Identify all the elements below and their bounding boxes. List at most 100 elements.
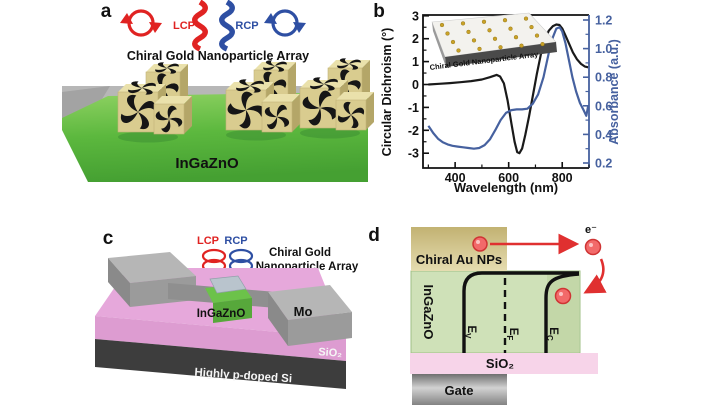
chiral-aunp-layer xyxy=(411,227,507,271)
left-tick-label: 2 xyxy=(412,32,419,46)
cube-top xyxy=(336,92,374,100)
electron-injection-arrow xyxy=(583,258,607,294)
gold-dot xyxy=(529,25,534,30)
lcp-label: LCP xyxy=(173,20,195,32)
electron-label: e⁻ xyxy=(585,224,597,236)
gold-dot xyxy=(492,36,498,41)
inset-gold-dots xyxy=(439,16,545,53)
ev-main: E xyxy=(465,325,477,333)
gold-dot xyxy=(508,26,513,31)
cube-top xyxy=(154,96,192,104)
electron-in-nps xyxy=(472,236,488,252)
sio2-label-d: SiO₂ xyxy=(486,356,514,371)
ingazno-channel-front xyxy=(213,298,252,323)
ef-label: EF xyxy=(505,328,519,341)
gold-dot xyxy=(540,41,545,47)
ec-sub: C xyxy=(545,335,554,341)
inset-slab-side xyxy=(432,22,446,67)
chiral-aunp-label: Chiral Au NPs xyxy=(416,252,502,267)
panel-c: c LCP RCP Chiral Gold Nanoparticle Array xyxy=(95,228,359,389)
panel-a-label: a xyxy=(101,1,112,22)
inset-slab-front xyxy=(445,42,557,67)
panel-b-label: b xyxy=(373,1,385,22)
electron-in-channel xyxy=(554,287,572,305)
gold-dot xyxy=(513,35,519,40)
right-axis-title: Absorbance (a.u.) xyxy=(607,39,621,145)
x-tick-label: 600 xyxy=(498,171,519,185)
cube-top xyxy=(262,94,300,102)
mo-left-top xyxy=(108,252,196,283)
cube-side xyxy=(366,92,374,130)
x-axis-title: Wavelength (nm) xyxy=(454,180,558,195)
gold-dot xyxy=(477,46,482,51)
mo-right-side xyxy=(268,292,288,346)
lcp-rotation-icon xyxy=(120,9,162,37)
panel-a-title: Chiral Gold Nanoparticle Array xyxy=(127,49,309,63)
rcp-label: RCP xyxy=(235,20,258,32)
cube-side xyxy=(288,62,296,104)
gate-bar xyxy=(412,374,507,405)
cd-chart: 400 600 800 3 2 1 0 -1 -2 -3 1.2 1.0 0.8 0.6 0.4 0.2 xyxy=(408,9,613,185)
right-tick-label: 0.4 xyxy=(595,128,612,142)
circular-dichroism-curve xyxy=(428,23,589,155)
left-tick-label: 0 xyxy=(412,78,419,92)
valence-band-line xyxy=(462,271,579,353)
right-tick-label: 1.2 xyxy=(595,14,612,28)
panel-d: d Chiral Au NPs InGaZnO EV EF EC SiO₂ Ga… xyxy=(368,224,607,405)
gold-dot xyxy=(502,18,508,23)
conduction-band-line xyxy=(544,272,580,353)
ingazno-channel-label: InGaZnO xyxy=(197,308,246,320)
mo-label: Mo xyxy=(294,304,313,319)
mo-right-top xyxy=(268,285,352,320)
rcp-rotation-icon xyxy=(264,9,306,37)
right-tick-label: 1.0 xyxy=(595,42,612,56)
absorbance-curve xyxy=(427,26,589,150)
annotation-line1: Chiral Gold xyxy=(269,247,331,259)
panel-b: b 400 600 8003210-1-2-31.21.00.80.60.40.2 … xyxy=(373,1,621,195)
ec-label: EC xyxy=(545,327,559,341)
ingazno-label: InGaZnO xyxy=(175,155,239,172)
left-tick-label: -2 xyxy=(408,124,419,138)
gold-dot xyxy=(445,31,450,36)
x-tick-label: 400 xyxy=(445,171,466,185)
right-tick-label: 0.6 xyxy=(595,99,612,113)
gold-dot xyxy=(498,45,503,50)
left-tick-label: 1 xyxy=(412,55,419,69)
mo-left-side xyxy=(108,258,130,307)
nanoparticle-cubes xyxy=(117,57,374,143)
rcp-wave-icon xyxy=(219,0,235,52)
gold-dot xyxy=(471,38,477,43)
sio2-bar xyxy=(410,353,598,374)
panel-d-label: d xyxy=(368,225,380,246)
cube-side xyxy=(292,94,300,132)
ingazno-region-accumulation xyxy=(547,272,579,352)
ev-label: EV xyxy=(463,325,477,339)
left-axis-title: Circular Dichroism (°) xyxy=(380,28,394,157)
gate-label: Gate xyxy=(445,383,474,398)
right-tick-label: 0.8 xyxy=(595,71,612,85)
panel-c-label: c xyxy=(103,228,114,249)
cube-side xyxy=(362,60,370,102)
gold-dot xyxy=(460,21,466,26)
lcp-wave-icon xyxy=(192,0,208,52)
rcp-label-c: RCP xyxy=(224,235,247,247)
gold-dot xyxy=(466,29,471,34)
gold-dot xyxy=(450,39,456,45)
gold-dot xyxy=(481,19,487,24)
nanoparticle-patch xyxy=(209,275,247,294)
chart-curves xyxy=(427,23,589,155)
ev-sub: V xyxy=(463,333,472,339)
chart-inset: Chiral Gold Nanoparticle Array xyxy=(429,12,557,72)
lcp-label-c: LCP xyxy=(197,235,219,247)
sio2-label-c: SiO₂ xyxy=(318,346,343,360)
gold-dot xyxy=(519,43,524,48)
cube-side xyxy=(184,96,192,134)
electron-free xyxy=(584,238,602,256)
gold-dot xyxy=(523,16,529,21)
mo-right-front xyxy=(288,312,352,346)
gold-dot xyxy=(487,28,492,33)
left-tick-label: -1 xyxy=(408,101,419,115)
gold-dot xyxy=(439,22,445,28)
